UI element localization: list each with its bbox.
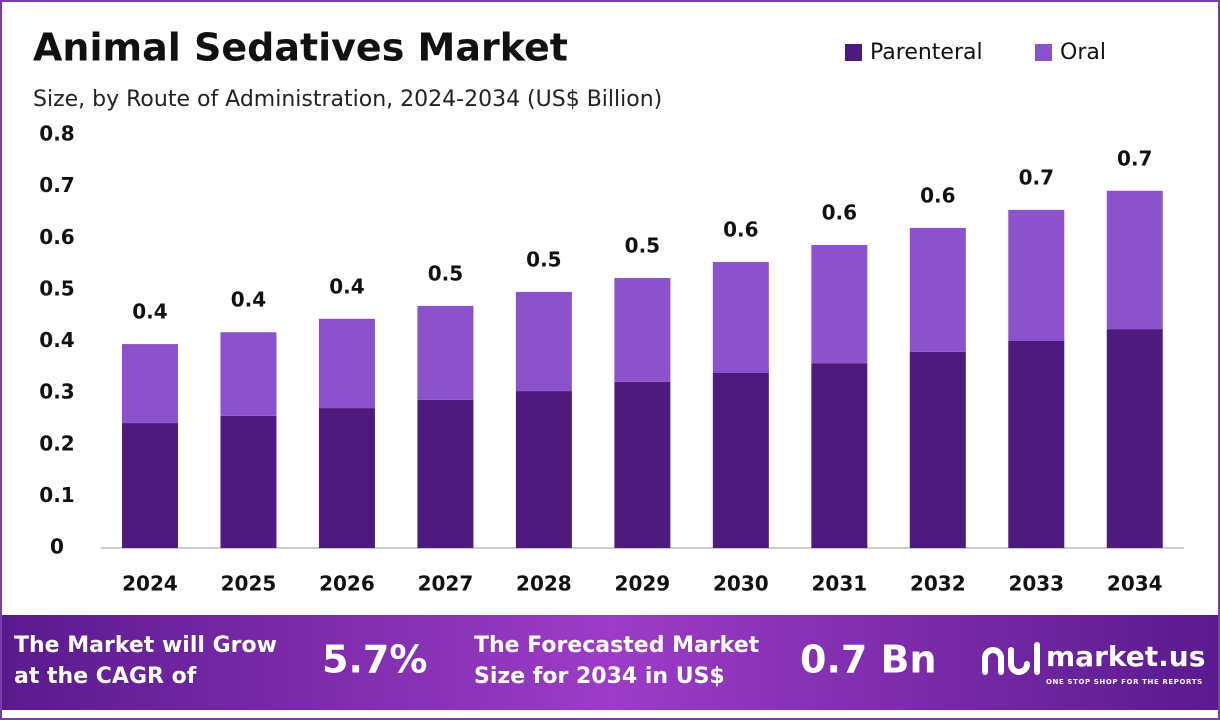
bar-segment: [614, 278, 671, 382]
forecast-value: 0.7 Bn: [800, 638, 937, 682]
x-tick-label: 2026: [319, 572, 375, 596]
x-tick-label: 2034: [1107, 572, 1163, 596]
value-label: 0.4: [231, 288, 266, 312]
value-label: 0.7: [1019, 165, 1054, 189]
footer-band: [2, 615, 1218, 710]
bar-segment: [515, 391, 572, 548]
cagr-value: 5.7%: [322, 638, 427, 682]
x-tick-label: 2030: [713, 572, 769, 596]
x-tick-label: 2028: [516, 572, 572, 596]
bar-segment: [811, 363, 868, 548]
y-tick-label: 0.6: [39, 225, 74, 249]
x-tick-label: 2033: [1008, 572, 1064, 596]
bar-segment: [515, 291, 572, 392]
bar-segment: [909, 227, 966, 352]
value-label: 0.7: [1117, 146, 1152, 170]
legend-swatch: [1035, 44, 1052, 61]
legend-label: Parenteral: [870, 40, 983, 65]
y-tick-label: 0.8: [39, 122, 74, 146]
bar-segment: [712, 372, 769, 548]
legend-swatch: [845, 44, 862, 61]
bar-segment: [1106, 190, 1163, 330]
x-tick-label: 2031: [811, 572, 867, 596]
value-label: 0.6: [920, 183, 955, 207]
bar-segment: [417, 399, 474, 548]
x-tick-label: 2032: [910, 572, 966, 596]
x-tick-label: 2025: [221, 572, 277, 596]
legend: Parenteral Oral: [845, 40, 1106, 65]
bar-segment: [614, 381, 671, 548]
value-label: 0.5: [625, 234, 660, 258]
bar-segment: [1106, 329, 1163, 548]
bar-segment: [417, 305, 474, 400]
y-tick-label: 0.2: [39, 431, 74, 455]
value-label: 0.5: [428, 261, 463, 285]
bar-segment: [712, 261, 769, 373]
cagr-text: at the CAGR of: [14, 664, 197, 689]
y-tick-label: 0.1: [39, 483, 74, 507]
y-tick-label: 0.3: [39, 380, 74, 404]
y-tick-label: 0: [50, 535, 64, 559]
bar-segment: [121, 344, 178, 424]
bar-segment: [220, 332, 277, 416]
forecast-text: Size for 2034 in US$: [474, 664, 725, 689]
x-tick-label: 2024: [122, 572, 178, 596]
bar-segment: [909, 351, 966, 548]
cagr-text: The Market will Grow: [14, 633, 277, 658]
logo-icon: [982, 642, 1040, 675]
tagline: ONE STOP SHOP FOR THE REPORTS: [1046, 678, 1203, 686]
value-label: 0.6: [723, 217, 758, 241]
forecast-text: The Forecasted Market: [474, 633, 760, 658]
y-tick-label: 0.4: [39, 328, 74, 352]
brand: market.us: [1046, 640, 1205, 673]
x-tick-label: 2027: [418, 572, 474, 596]
x-tick-label: 2029: [615, 572, 671, 596]
bar-segment: [1008, 209, 1065, 341]
value-label: 0.6: [822, 200, 857, 224]
bar-segment: [1008, 340, 1065, 548]
value-label: 0.5: [526, 247, 561, 271]
value-label: 0.4: [329, 274, 364, 298]
bar-segment: [318, 408, 375, 548]
chart-subtitle: Size, by Route of Administration, 2024-2…: [33, 87, 662, 112]
bar-segment: [318, 318, 375, 409]
value-label: 0.4: [132, 300, 167, 324]
chart-title: Animal Sedatives Market: [33, 26, 568, 70]
bar-segment: [811, 244, 868, 364]
y-tick-label: 0.5: [39, 276, 74, 300]
legend-label: Oral: [1060, 40, 1106, 65]
y-tick-label: 0.7: [39, 173, 74, 197]
bar-segment: [121, 423, 178, 548]
bar-segment: [220, 415, 277, 548]
